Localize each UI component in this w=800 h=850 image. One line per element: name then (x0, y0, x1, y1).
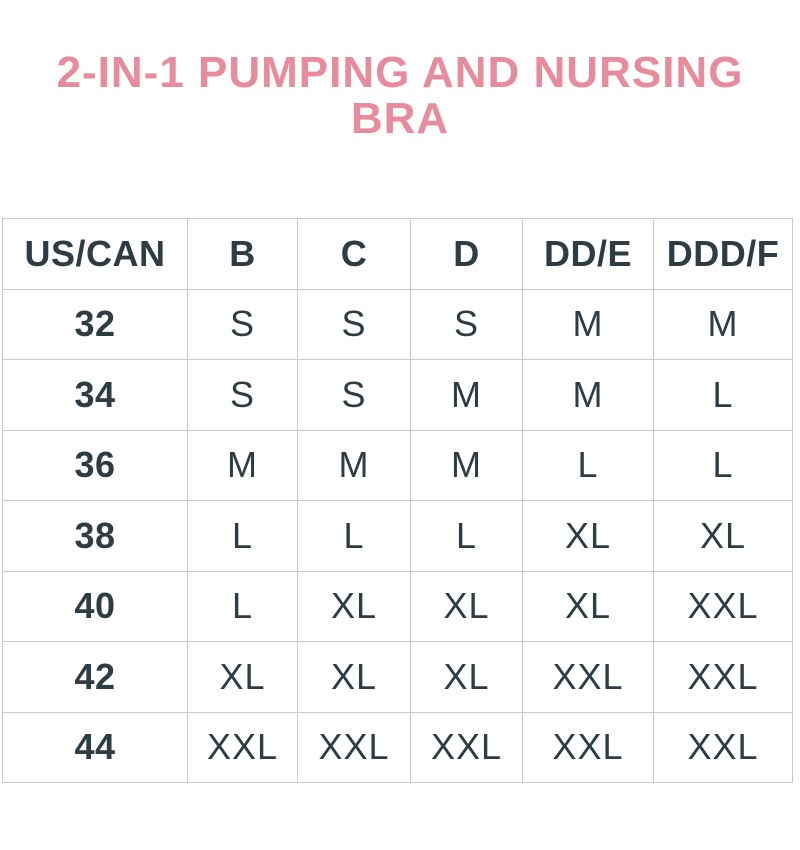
table-row-32: 32 S S S M M (2, 288, 793, 360)
size-cell: XL (522, 570, 654, 642)
size-cell: L (522, 429, 654, 501)
page-title: 2-IN-1 PUMPING AND NURSING BRA (56, 48, 744, 143)
size-chart-table: US/CAN B C D DD/E DDD/F 32 S S S M M 34 … (2, 218, 793, 783)
size-cell: M (410, 429, 523, 501)
size-cell: M (297, 429, 411, 501)
column-header-b: B (187, 218, 298, 290)
size-cell: XXL (187, 711, 298, 783)
column-header-us-can: US/CAN (2, 218, 188, 290)
band-cell: 40 (2, 570, 188, 642)
size-cell: XL (297, 641, 411, 713)
band-cell: 36 (2, 429, 188, 501)
size-cell: S (187, 288, 298, 360)
column-header-d: D (410, 218, 523, 290)
band-cell: 34 (2, 359, 188, 431)
size-cell: M (522, 288, 654, 360)
size-cell: L (187, 570, 298, 642)
size-cell: XL (653, 500, 793, 572)
size-cell: XL (522, 500, 654, 572)
table-row-44: 44 XXL XXL XXL XXL XXL (2, 711, 793, 783)
size-cell: XXL (522, 711, 654, 783)
size-cell: XXL (653, 570, 793, 642)
column-header-c: C (297, 218, 411, 290)
size-cell: XL (410, 570, 523, 642)
column-header-ddd-f: DDD/F (653, 218, 793, 290)
band-cell: 32 (2, 288, 188, 360)
column-header-dd-e: DD/E (522, 218, 654, 290)
size-cell: M (653, 288, 793, 360)
size-cell: XL (297, 570, 411, 642)
table-row-34: 34 S S M M L (2, 359, 793, 431)
table-row-42: 42 XL XL XL XXL XXL (2, 641, 793, 713)
size-cell: S (297, 288, 411, 360)
table-row-40: 40 L XL XL XL XXL (2, 570, 793, 642)
size-cell: XXL (653, 641, 793, 713)
size-cell: M (187, 429, 298, 501)
size-cell: S (297, 359, 411, 431)
table-row-38: 38 L L L XL XL (2, 500, 793, 572)
size-cell: M (410, 359, 523, 431)
size-cell: M (522, 359, 654, 431)
band-cell: 38 (2, 500, 188, 572)
size-cell: L (410, 500, 523, 572)
size-cell: XXL (522, 641, 654, 713)
size-cell: S (187, 359, 298, 431)
size-cell: L (187, 500, 298, 572)
size-cell: XL (410, 641, 523, 713)
band-cell: 42 (2, 641, 188, 713)
size-cell: XXL (410, 711, 523, 783)
size-cell: XL (187, 641, 298, 713)
size-cell: L (653, 359, 793, 431)
size-cell: L (297, 500, 411, 572)
table-row-36: 36 M M M L L (2, 429, 793, 501)
size-cell: S (410, 288, 523, 360)
header-row: US/CAN B C D DD/E DDD/F (2, 218, 793, 290)
band-cell: 44 (2, 711, 188, 783)
size-cell: XXL (653, 711, 793, 783)
size-cell: XXL (297, 711, 411, 783)
size-cell: L (653, 429, 793, 501)
